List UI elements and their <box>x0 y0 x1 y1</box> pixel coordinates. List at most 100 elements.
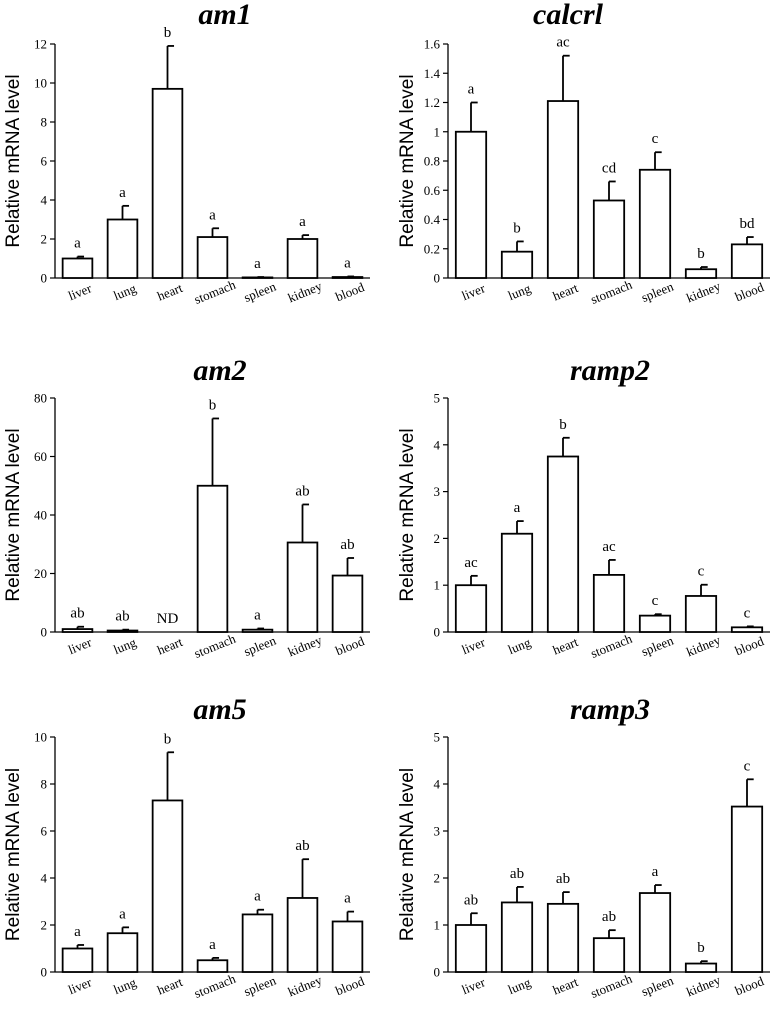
significance-label: a <box>119 906 126 922</box>
chart-title: ramp3 <box>570 693 650 726</box>
significance-label: a <box>74 924 81 940</box>
y-axis-label: Relative mRNA level <box>397 768 418 941</box>
x-tick-label: heart <box>550 280 580 304</box>
y-tick-label: 1.6 <box>424 37 441 52</box>
bar-liver <box>61 628 94 633</box>
y-axis-label: Relative mRNA level <box>3 768 24 941</box>
chart-ramp2: ramp2 Relative mRNA level 0 1 2 3 4 5 ac liver a lu… <box>397 354 770 661</box>
x-tick-label: kidney <box>286 278 325 305</box>
significance-label: a <box>254 889 261 905</box>
y-tick-label: 20 <box>34 566 47 581</box>
y-tick-label: 4 <box>41 193 48 208</box>
bar-liver <box>454 584 488 633</box>
x-tick-label: spleen <box>639 972 676 999</box>
significance-label: b <box>164 25 172 41</box>
chart-am1: am1 Relative mRNA level 0 2 4 6 8 10 12 a liver a lu… <box>3 0 370 307</box>
bar-liver <box>61 257 94 279</box>
bar-spleen <box>241 628 274 633</box>
y-tick-label: 2 <box>434 531 441 546</box>
y-tick-label: 4 <box>41 871 48 886</box>
bar-stomach <box>196 484 229 633</box>
chart-title: am1 <box>198 0 251 31</box>
x-tick-label: blood <box>733 973 767 998</box>
significance-label: ab <box>510 866 524 882</box>
x-tick-label: liver <box>66 634 94 657</box>
significance-label: a <box>119 185 126 201</box>
y-tick-label: 60 <box>34 449 47 464</box>
bar-heart <box>546 455 580 633</box>
x-tick-label: spleen <box>242 632 279 659</box>
significance-label: a <box>74 236 81 252</box>
bar-kidney <box>684 268 718 279</box>
y-tick-label: 12 <box>34 37 47 52</box>
y-tick-label: 0 <box>41 271 48 286</box>
bar-spleen <box>241 913 274 973</box>
bar-liver <box>454 130 488 279</box>
bar-blood <box>331 574 364 633</box>
bar-blood <box>730 805 764 973</box>
x-tick-label: heart <box>550 974 580 998</box>
x-tick-label: blood <box>333 973 367 998</box>
x-tick-label: spleen <box>242 278 279 305</box>
significance-label: ab <box>556 871 570 887</box>
x-tick-label: heart <box>155 634 185 658</box>
x-tick-label: heart <box>155 974 185 998</box>
chart-title: am2 <box>193 354 246 387</box>
y-tick-label: 10 <box>34 730 47 745</box>
x-tick-label: spleen <box>639 278 676 305</box>
significance-label: c <box>744 758 751 774</box>
significance-label: a <box>514 500 521 516</box>
y-tick-label: 4 <box>434 777 441 792</box>
x-tick-label: blood <box>333 633 367 658</box>
significance-label: a <box>254 256 261 272</box>
x-tick-label: heart <box>155 280 185 304</box>
significance-label: bd <box>740 216 756 232</box>
x-tick-label: lung <box>111 974 139 997</box>
significance-label: ab <box>115 609 129 625</box>
x-tick-label: stomach <box>588 971 634 1001</box>
significance-label: a <box>468 82 475 98</box>
significance-label: c <box>652 131 659 147</box>
significance-label: b <box>559 417 567 433</box>
y-tick-label: 6 <box>41 154 48 169</box>
chart-calcrl: calcrl Relative mRNA level 0 0.2 0.4 0.6 0.8 1 1… <box>397 0 770 307</box>
bar-blood <box>331 920 364 973</box>
bar-stomach <box>592 574 626 633</box>
bar-lung <box>500 250 534 279</box>
significance-label: ac <box>556 35 570 51</box>
significance-label: b <box>209 397 217 413</box>
chart-am5: am5 Relative mRNA level 0 2 4 6 8 10 a liver a lung… <box>3 693 370 1001</box>
significance-label: a <box>344 255 351 271</box>
significance-label: ac <box>464 555 478 571</box>
y-tick-label: 0 <box>434 965 441 980</box>
significance-label: a <box>254 607 261 623</box>
significance-label: a <box>344 891 351 907</box>
y-tick-label: 1.4 <box>424 66 441 81</box>
y-axis-label: Relative mRNA level <box>3 428 24 601</box>
significance-label: a <box>299 214 306 230</box>
significance-label: cd <box>602 160 617 176</box>
significance-label: ND <box>157 611 179 627</box>
x-tick-label: kidney <box>286 632 325 659</box>
significance-label: ab <box>70 606 84 622</box>
y-tick-label: 0.2 <box>424 241 440 256</box>
significance-label: b <box>697 246 705 262</box>
y-tick-label: 4 <box>434 437 441 452</box>
bar-lung <box>106 629 139 633</box>
y-tick-label: 1 <box>434 578 441 593</box>
y-tick-label: 0.4 <box>424 212 441 227</box>
x-tick-label: blood <box>733 633 767 658</box>
x-tick-label: blood <box>333 279 367 304</box>
x-tick-label: kidney <box>684 632 723 659</box>
x-tick-label: lung <box>506 280 534 303</box>
significance-label: a <box>652 864 659 880</box>
y-tick-label: 5 <box>434 730 441 745</box>
chart-title: am5 <box>193 693 246 726</box>
significance-label: ab <box>602 909 616 925</box>
significance-label: c <box>698 564 705 580</box>
y-tick-label: 10 <box>34 76 47 91</box>
bar-kidney <box>684 595 718 633</box>
bar-heart <box>546 100 580 279</box>
